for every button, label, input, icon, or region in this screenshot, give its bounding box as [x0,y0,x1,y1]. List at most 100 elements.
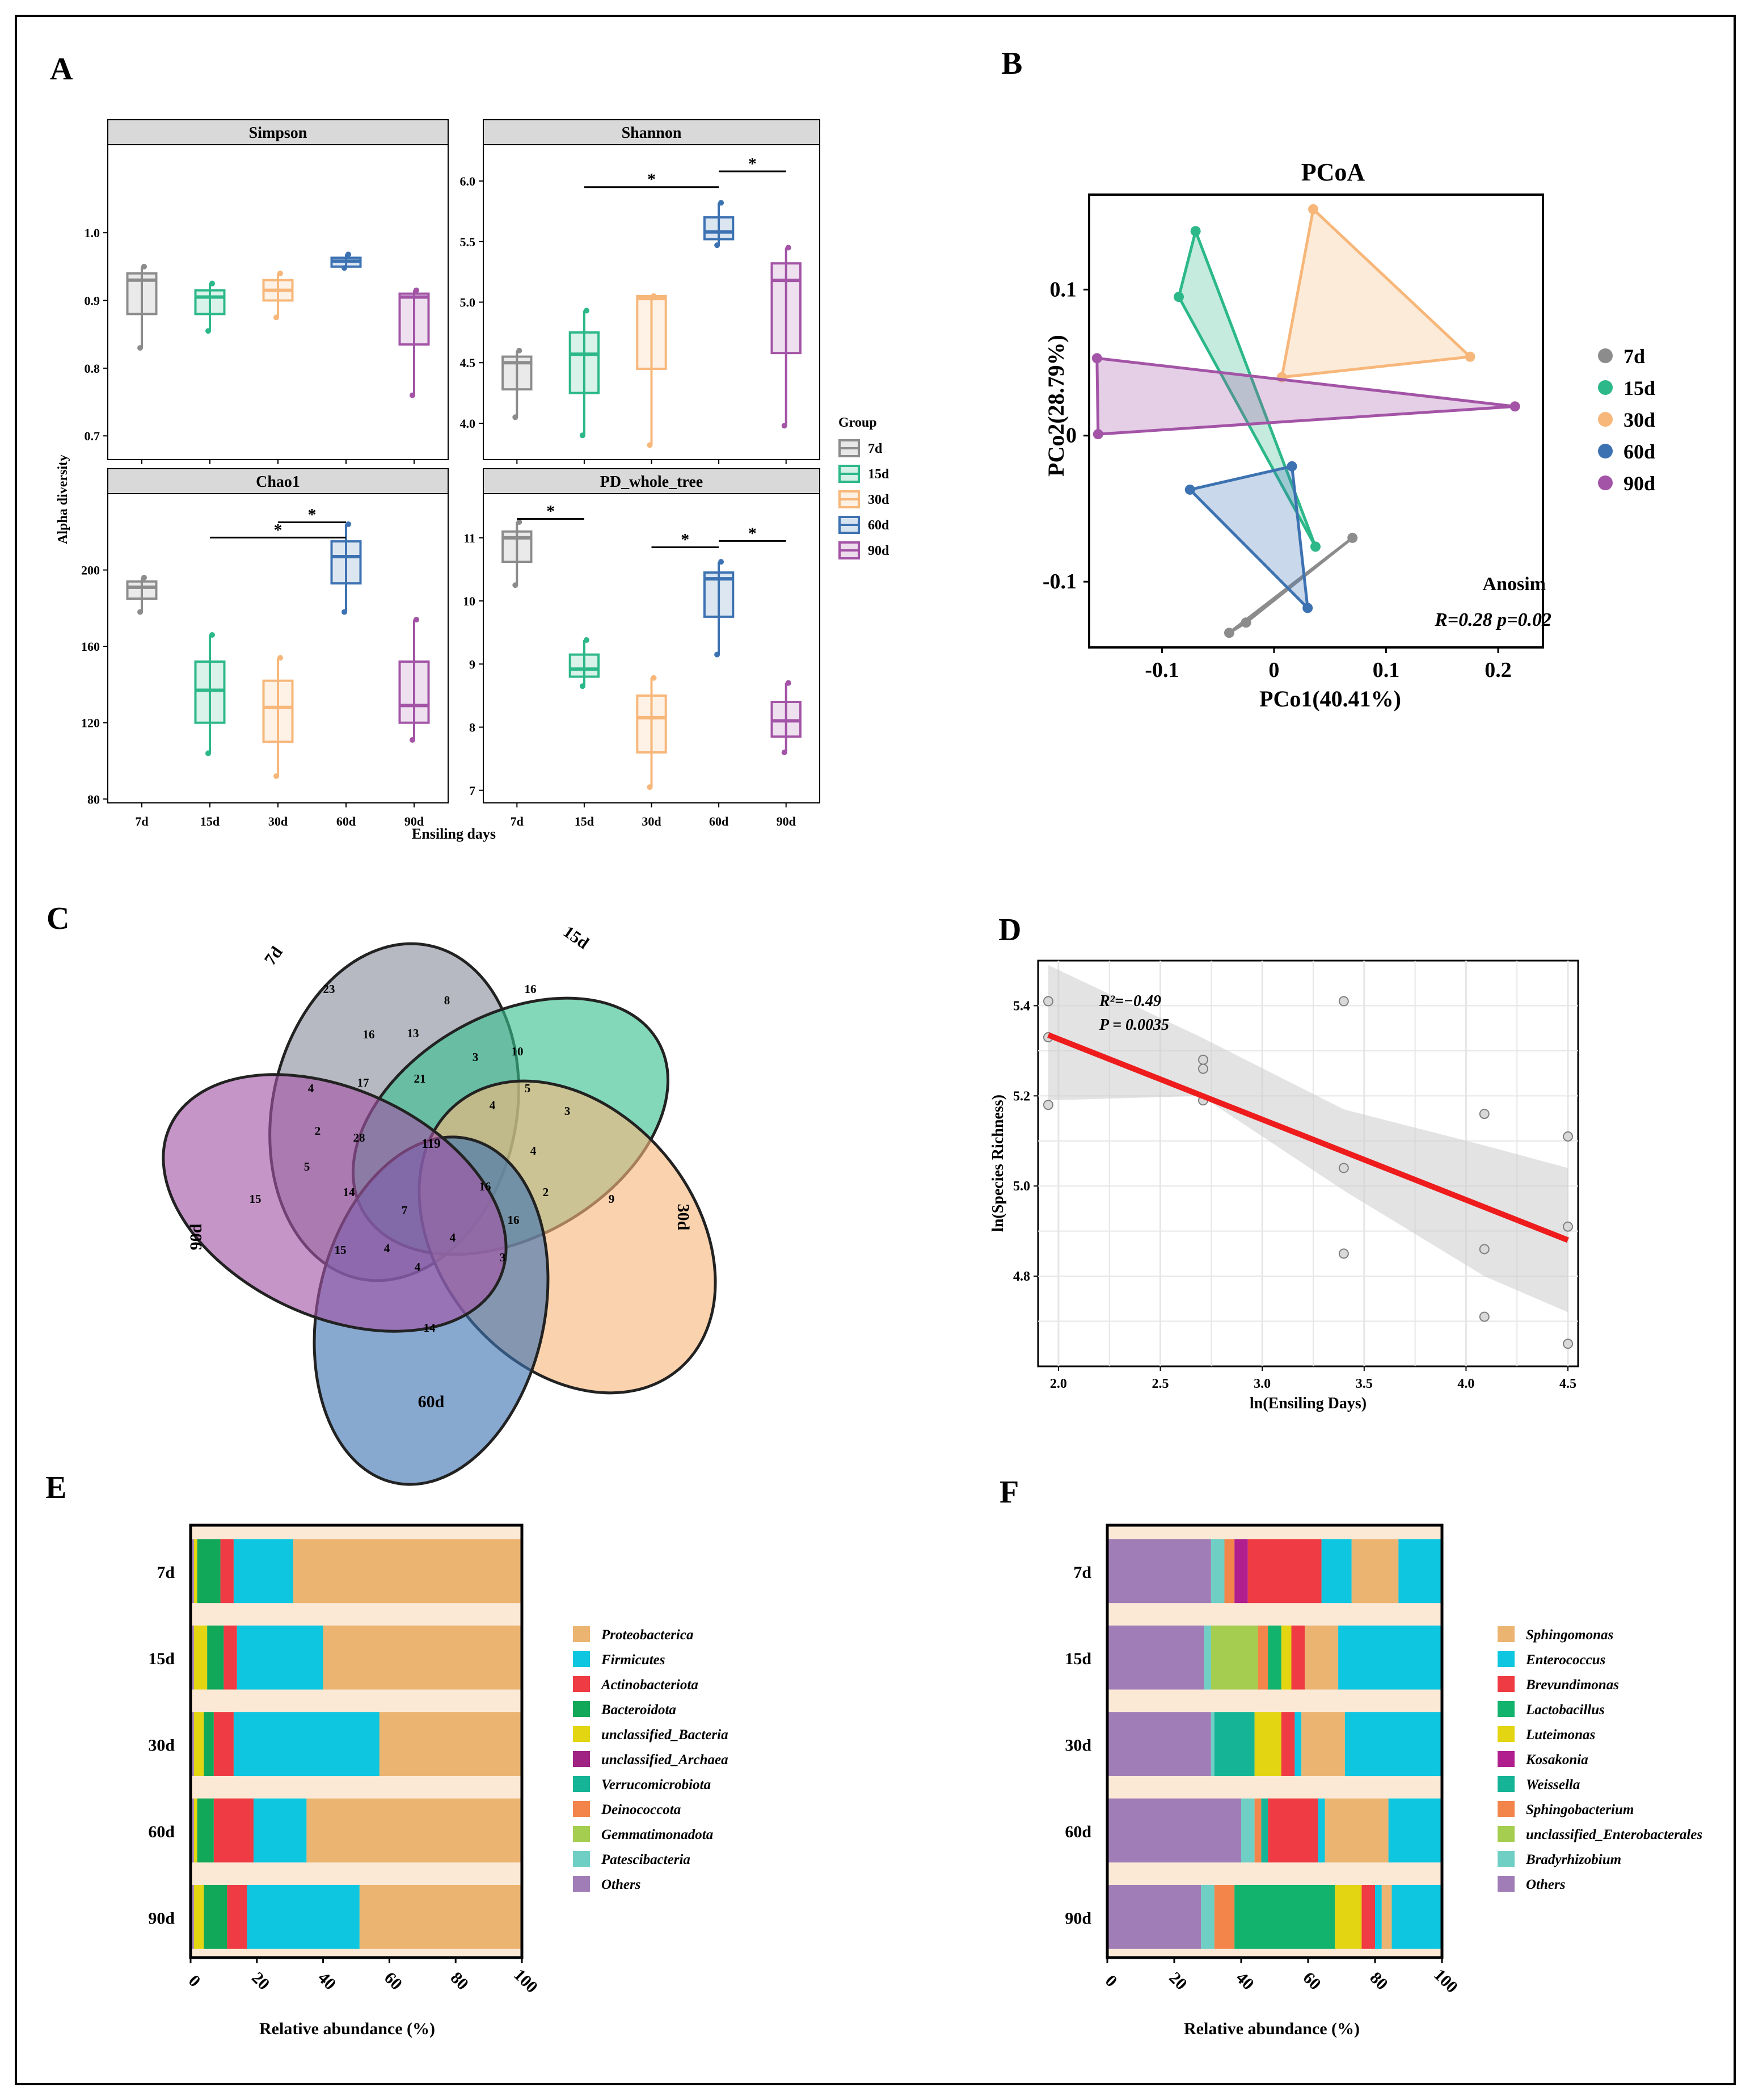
legend-dot-15d [1598,380,1613,395]
venn-count: 4 [450,1231,456,1244]
pcoa-point [1184,484,1195,495]
data-point [1338,1248,1349,1259]
box [330,540,362,585]
box-60d [703,200,735,249]
pcoa-group-30d [1276,204,1475,382]
y-tick-label: 200 [81,563,100,578]
facet-title: Simpson [249,124,307,142]
x-tick-label: 2.5 [1152,1377,1169,1391]
bar-segment [1107,1625,1205,1690]
legend-label: 15d [868,467,889,482]
venn-count: 16 [525,982,537,996]
outlier-point [345,251,351,258]
y-tick-label: 0 [1066,424,1077,448]
pcoa-group-60d [1184,461,1313,613]
outlier-point [516,519,522,525]
pcoa-point [1287,461,1297,472]
venn-count: 2 [315,1124,321,1138]
bar-segment [1107,1712,1211,1776]
legend-label: 30d [1624,409,1655,431]
bar-segment [1211,1539,1225,1604]
facet-pd_whole_tree: PD_whole_tree 7 8 9 10 11 7d 15d 30d 60d 90d * * * [463,468,820,828]
x-tick-label: 0.2 [1485,658,1512,682]
bar-segment [1234,1884,1335,1949]
box [770,262,802,355]
panel-b: B PCoA PCo2(28.79%) PCo1(40.41%) Anosim … [1001,46,1655,712]
bar-segment [1344,1712,1442,1776]
category-label: 15d [148,1649,175,1668]
box [398,660,430,724]
box-30d [262,655,294,779]
legend-swatch [1498,1701,1515,1717]
bar-segment [191,1625,194,1690]
phylum-frame [189,1524,524,1959]
data-point [1563,1131,1574,1142]
x-tick-label: 2.0 [1050,1377,1067,1391]
data-point [1479,1311,1490,1322]
category-label: 7d [1073,1563,1091,1582]
legend-label: Luteimonas [1525,1727,1595,1743]
y-tick-label: 11 [463,531,475,545]
legend-swatch [573,1876,590,1892]
legend-swatch [1498,1801,1515,1817]
pcoa-point [1093,429,1103,440]
bar-segment [233,1539,294,1604]
bar-segment [220,1539,234,1604]
outlier-point [781,750,787,756]
legend-swatch [573,1726,590,1742]
y-tick-label: 9 [469,657,475,671]
x-tick-label: 0.1 [1373,658,1400,682]
legend-label: 30d [868,493,889,507]
venn-count: 5 [304,1160,310,1173]
box-30d [636,675,667,790]
data-point [1197,1063,1208,1074]
legend-swatch [1498,1876,1515,1892]
box [262,679,294,743]
x-tick-label: 60d [709,814,728,828]
y-tick-label: 80 [87,792,100,806]
outlier-point [414,617,419,623]
y-tick-label: 7 [469,784,475,798]
box [636,694,667,754]
bar-segment [1247,1539,1322,1604]
bar-segment [1107,1884,1201,1949]
bar-segment [253,1798,307,1863]
bar-segment [193,1798,197,1863]
legend-label: Patescibacteria [601,1852,690,1867]
y-tick-label: 1.0 [85,226,100,240]
data-point [1338,996,1349,1007]
bar-segment [1234,1539,1248,1604]
legend-label: 15d [1624,377,1655,399]
significance-star: * [308,505,317,524]
pcoa-point [1465,351,1475,362]
pcoa-point [1174,292,1184,302]
venn-count: 23 [323,982,335,996]
box-7d [501,519,533,588]
box-90d [770,245,802,429]
genus-legend: Sphingomonas Enterococcus Brevundimonas Lac… [1498,1626,1702,1892]
y-tick-label: 4.0 [460,416,476,431]
outlier-point [414,287,419,293]
box-7d [501,347,533,420]
bar-segment [1325,1798,1389,1863]
legend-swatch [573,1851,590,1867]
box-7d [126,575,158,615]
y-tick-label: 8 [469,721,475,735]
category-label: 15d [1065,1649,1091,1668]
bar-segment [213,1798,254,1863]
x-tick-label: 30d [268,814,288,828]
bar-segment [193,1625,208,1690]
venn-count: 16 [508,1213,520,1227]
bar-segment [1224,1539,1235,1604]
legend-label: Actinobacteriota [600,1677,698,1693]
box-90d [398,287,430,398]
significance-star: * [681,531,689,549]
facet-strip [483,468,820,494]
legend-label: Gemmatimonadota [601,1827,713,1842]
bar-row-90d [191,1884,522,1949]
legend-swatch [573,1701,590,1717]
y-tick-label: 0.1 [1050,277,1077,301]
anosim-stat: R=0.28 p=0.02 [1434,609,1551,630]
outlier-point [273,773,279,779]
legend-label: unclassified_Archaea [601,1752,728,1767]
